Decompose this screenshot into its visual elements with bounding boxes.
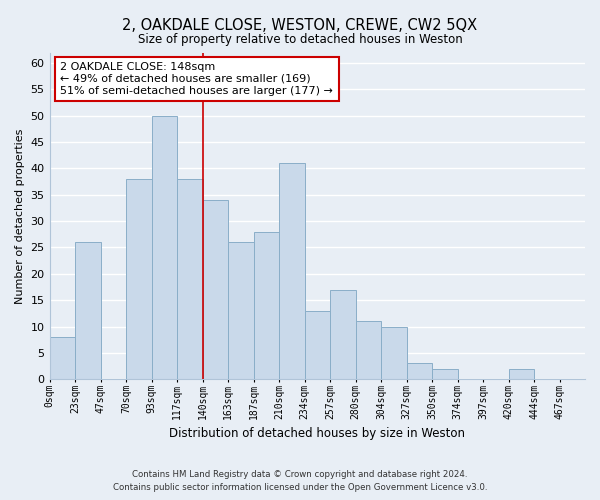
- Text: 2, OAKDALE CLOSE, WESTON, CREWE, CW2 5QX: 2, OAKDALE CLOSE, WESTON, CREWE, CW2 5QX: [122, 18, 478, 32]
- Text: Size of property relative to detached houses in Weston: Size of property relative to detached ho…: [137, 32, 463, 46]
- Bar: [126, 179, 152, 379]
- Bar: [279, 163, 305, 379]
- Bar: [177, 179, 203, 379]
- Bar: [228, 242, 254, 379]
- Y-axis label: Number of detached properties: Number of detached properties: [15, 128, 25, 304]
- X-axis label: Distribution of detached houses by size in Weston: Distribution of detached houses by size …: [169, 427, 465, 440]
- Bar: [407, 364, 432, 379]
- Bar: [50, 337, 75, 379]
- Bar: [381, 326, 407, 379]
- Bar: [305, 310, 330, 379]
- Bar: [75, 242, 101, 379]
- Text: 2 OAKDALE CLOSE: 148sqm
← 49% of detached houses are smaller (169)
51% of semi-d: 2 OAKDALE CLOSE: 148sqm ← 49% of detache…: [60, 62, 333, 96]
- Bar: [254, 232, 279, 379]
- Bar: [509, 368, 534, 379]
- Text: Contains HM Land Registry data © Crown copyright and database right 2024.
Contai: Contains HM Land Registry data © Crown c…: [113, 470, 487, 492]
- Bar: [203, 200, 228, 379]
- Bar: [152, 116, 177, 379]
- Bar: [432, 368, 458, 379]
- Bar: [356, 322, 381, 379]
- Bar: [330, 290, 356, 379]
